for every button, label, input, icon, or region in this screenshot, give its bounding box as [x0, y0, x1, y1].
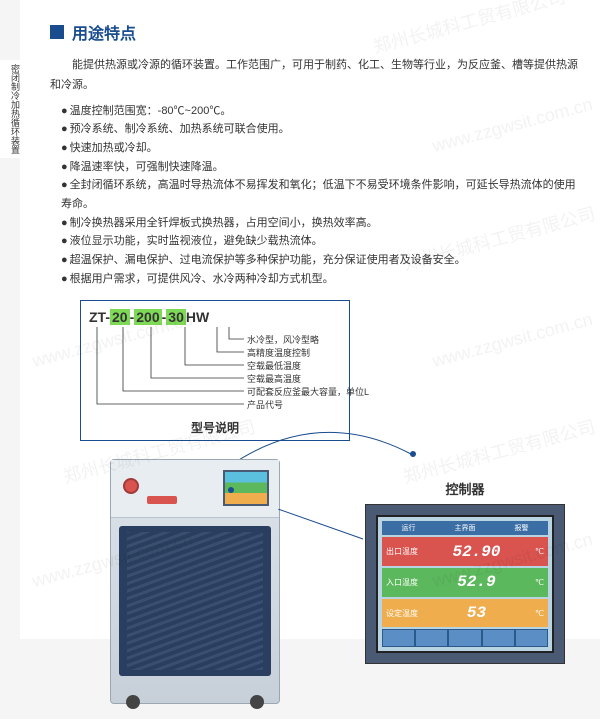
machine-wheels — [126, 695, 264, 709]
controller-header-item: 报警 — [515, 523, 529, 533]
controller-row-value: 52.9 — [457, 573, 495, 591]
title-text: 用途特点 — [72, 20, 136, 44]
feature-item: 降温速率快，可强制快速降温。 — [61, 158, 580, 177]
model-code-segment: 30 — [166, 309, 186, 325]
machine-louver-panel — [119, 526, 271, 676]
model-label: 可配套反应釜最大容量，单位L — [247, 385, 369, 398]
controller-header: 运行 主界面 报警 — [382, 521, 548, 535]
model-code-segment: ZT — [89, 309, 105, 325]
model-label: 水冷型，风冷型略 — [247, 333, 319, 346]
controller-row: 入口温度 52.9 ℃ — [382, 568, 548, 597]
controller-row-value: 52.90 — [453, 543, 501, 561]
controller-row: 出口温度 52.90 ℃ — [382, 537, 548, 566]
controller-device: 运行 主界面 报警 出口温度 52.90 ℃ 入口温度 52.9 ℃ 设定温度 53 ℃ — [365, 504, 565, 664]
model-label: 高精度温度控制 — [247, 346, 310, 359]
controller-row-label: 出口温度 — [386, 546, 418, 557]
wheel-icon — [126, 695, 140, 709]
feature-item: 预冷系统、制冷系统、加热系统可联合使用。 — [61, 120, 580, 139]
machine-top-panel — [111, 460, 279, 518]
controller-callout: 控制器 运行 主界面 报警 出口温度 52.90 ℃ 入口温度 52.9 ℃ 设定温度 53 ℃ — [365, 479, 565, 664]
product-area: 控制器 运行 主界面 报警 出口温度 52.90 ℃ 入口温度 52.9 ℃ 设定温度 53 ℃ — [50, 459, 580, 719]
controller-row-unit: ℃ — [535, 547, 544, 556]
section-title: 用途特点 — [50, 20, 580, 44]
model-label: 空载最低温度 — [247, 359, 301, 372]
controller-row-unit: ℃ — [535, 609, 544, 618]
feature-list: 温度控制范围宽：-80℃~200℃。预冷系统、制冷系统、加热系统可联合使用。快速… — [61, 102, 580, 289]
feature-item: 温度控制范围宽：-80℃~200℃。 — [61, 102, 580, 121]
footer-btn-icon — [415, 629, 448, 647]
feature-item: 制冷换热器采用全钎焊板式换热器，占用空间小，换热效率高。 — [61, 214, 580, 233]
feature-item: 液位显示功能，实时监视液位，避免缺少载热流体。 — [61, 232, 580, 251]
controller-row-unit: ℃ — [535, 578, 544, 587]
model-code-segment: 20 — [110, 309, 130, 325]
controller-row-value: 53 — [467, 604, 486, 622]
controller-footer — [382, 629, 548, 647]
feature-item: 超温保护、漏电保护、过电流保护等多种保护功能，充分保证使用者及设备安全。 — [61, 251, 580, 270]
controller-row-label: 设定温度 — [386, 608, 418, 619]
wheel-icon — [250, 695, 264, 709]
leader-line-icon — [278, 509, 368, 549]
title-square-icon — [50, 25, 64, 39]
footer-btn-icon — [515, 629, 548, 647]
footer-btn-icon — [482, 629, 515, 647]
controller-header-item: 运行 — [402, 523, 416, 533]
model-code-segment: 200 — [134, 309, 161, 325]
model-code-segment: HW — [186, 309, 209, 325]
machine-image — [110, 459, 280, 704]
page: 用途特点 能提供热源或冷源的循环装置。工作范围广，可用于制药、化工、生物等行业，… — [20, 0, 600, 639]
footer-btn-icon — [448, 629, 481, 647]
side-tab: 密闭制冷加热循环装置 — [0, 60, 20, 158]
footer-btn-icon — [382, 629, 415, 647]
model-label: 空载最高温度 — [247, 372, 301, 385]
feature-item: 快速加热或冷却。 — [61, 139, 580, 158]
controller-row: 设定温度 53 ℃ — [382, 599, 548, 628]
feature-item: 全封闭循环系统，高温时导热流体不易挥发和氧化；低温下不易受环境条件影响，可延长导… — [61, 176, 580, 213]
controller-screen: 运行 主界面 报警 出口温度 52.90 ℃ 入口温度 52.9 ℃ 设定温度 53 ℃ — [376, 515, 554, 653]
model-label: 产品代号 — [247, 398, 283, 411]
emergency-stop-icon — [123, 478, 139, 494]
intro-paragraph: 能提供热源或冷源的循环装置。工作范围广，可用于制药、化工、生物等行业，为反应釜、… — [50, 56, 580, 96]
controller-row-label: 入口温度 — [386, 577, 418, 588]
controller-title: 控制器 — [365, 479, 565, 498]
brand-badge-icon — [147, 496, 177, 504]
louvers-icon — [127, 532, 263, 670]
model-code: ZT-20-200-30HW — [89, 309, 341, 325]
feature-item: 根据用户需求，可提供风冷、水冷两种冷却方式机型。 — [61, 270, 580, 289]
controller-header-item: 主界面 — [455, 523, 476, 533]
model-lines: 水冷型，风冷型略高精度温度控制空载最低温度空载最高温度可配套反应釜最大容量，单位… — [89, 327, 341, 417]
